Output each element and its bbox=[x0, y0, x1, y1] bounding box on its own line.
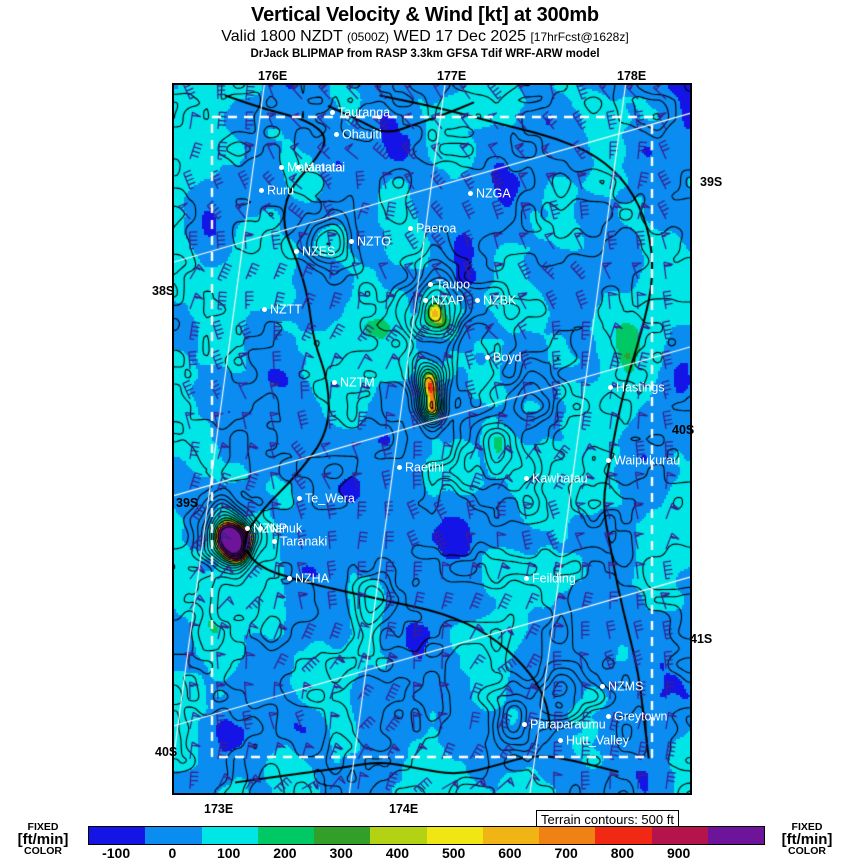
graticule-tick-label: 39S bbox=[700, 175, 723, 189]
colorbar-tick-label: 900 bbox=[666, 845, 691, 861]
colorbar-swatch bbox=[145, 827, 202, 844]
colorbar-swatch bbox=[707, 827, 764, 844]
colorbar-tick-label: 300 bbox=[329, 845, 353, 861]
model-source: DrJack BLIPMAP from RASP 3.3km GFSA Tdif… bbox=[250, 48, 600, 60]
graticule-tick-label: 41S bbox=[690, 632, 713, 646]
colorbar-tick-label: 600 bbox=[498, 845, 522, 861]
forecast-hour: [17hrFcst@1628z] bbox=[530, 30, 629, 44]
colorbar-units-label-right: [ft/min] bbox=[781, 830, 833, 848]
colorbar-tick-label: -100 bbox=[102, 845, 131, 861]
colorbar-swatch bbox=[482, 827, 539, 844]
colorbar-swatch bbox=[595, 827, 652, 844]
colorbar-swatch bbox=[539, 827, 596, 844]
valid-time-line: Valid 1800 NZDT (0500Z) WED 17 Dec 2025 … bbox=[0, 28, 850, 46]
colorbar-color-label-right: COLOR bbox=[788, 844, 826, 857]
colorbar-swatch bbox=[651, 827, 708, 844]
colorbar-tick-label: 100 bbox=[216, 845, 241, 861]
colorbar-color-label-left: COLOR bbox=[24, 844, 62, 857]
graticule-tick-label: 38S bbox=[152, 284, 175, 298]
colorbar-units-label-left: [ft/min] bbox=[17, 830, 69, 848]
colorbar-tick-label: 500 bbox=[441, 845, 466, 861]
colorbar-swatch bbox=[314, 827, 371, 844]
graticule-tick-label: 178E bbox=[617, 69, 647, 83]
colorbar-tick-label: 200 bbox=[273, 845, 297, 861]
colorbar-swatch bbox=[201, 827, 258, 844]
page-title: Vertical Velocity & Wind [kt] at 300mb bbox=[251, 4, 599, 26]
graticule-tick-label: 173E bbox=[204, 802, 234, 816]
graticule-tick-label: 177E bbox=[437, 69, 467, 83]
colorbar-tick-label: 800 bbox=[610, 845, 635, 861]
valid-date: WED 17 Dec 2025 bbox=[393, 28, 526, 45]
graticule-tick-label: 40S bbox=[672, 423, 695, 437]
colorbar-swatch bbox=[89, 827, 146, 844]
colorbar-fixed-label-left: FIXED bbox=[27, 821, 59, 833]
colorbar-tick-label: 700 bbox=[554, 845, 578, 861]
colorbar-swatch bbox=[257, 827, 314, 844]
graticule-tick-label: 39S bbox=[176, 496, 199, 510]
colorbar-scale[interactable] bbox=[88, 826, 765, 845]
vertical-velocity-field bbox=[174, 85, 690, 793]
map-container bbox=[172, 83, 692, 795]
chart-header: Vertical Velocity & Wind [kt] at 300mb V… bbox=[0, 0, 850, 61]
colorbar-swatch bbox=[426, 827, 483, 844]
zulu-time: (0500Z) bbox=[347, 30, 390, 44]
valid-time: Valid 1800 NZDT bbox=[221, 28, 343, 45]
colorbar-container: FIXED [ft/min] COLOR -100 0 100 200 300 400 50… bbox=[0, 822, 850, 861]
colorbar-right-units: FIXED [ft/min] COLOR bbox=[766, 822, 848, 860]
colorbar-tick-label: 400 bbox=[385, 845, 410, 861]
weather-map[interactable] bbox=[172, 83, 692, 795]
terrain-legend: Terrain contours: 500 ft bbox=[536, 810, 679, 830]
colorbar-fixed-label-right: FIXED bbox=[791, 821, 823, 833]
graticule-tick-label: 40S bbox=[155, 745, 178, 759]
colorbar-swatch bbox=[370, 827, 427, 844]
graticule-tick-label: 176E bbox=[258, 69, 288, 83]
colorbar-ticks: -100 0 100 200 300 400 500 600 700 800 900 bbox=[88, 845, 763, 861]
graticule-tick-label: 174E bbox=[389, 802, 419, 816]
colorbar-left-units: FIXED [ft/min] COLOR bbox=[2, 822, 84, 860]
colorbar-tick-label: 0 bbox=[168, 845, 177, 861]
